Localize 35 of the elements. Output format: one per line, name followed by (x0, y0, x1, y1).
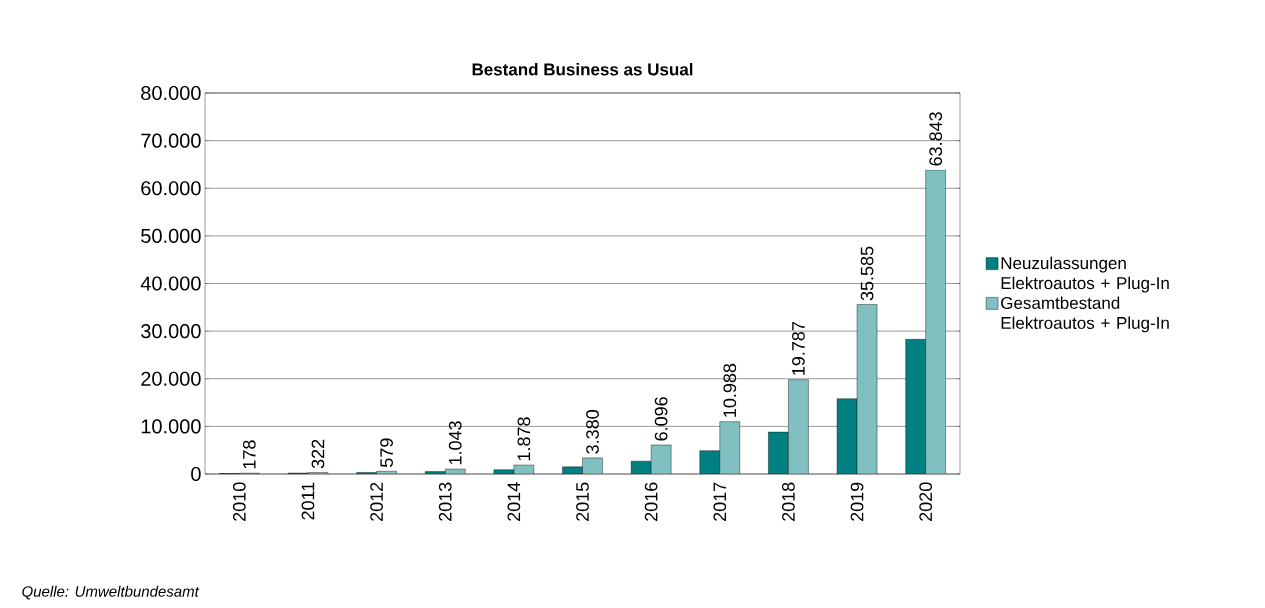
chart-title: Bestand Business as Usual (472, 62, 693, 76)
data-label: 1.043 (448, 421, 462, 465)
y-tick-label: 60.000 (141, 181, 201, 196)
x-tick-label: 2019 (850, 482, 864, 521)
y-tick-label: 40.000 (140, 276, 201, 291)
x-tick-label: 2014 (507, 482, 521, 521)
data-label: 63.843 (929, 112, 943, 166)
y-tick-label: 50.000 (141, 228, 201, 243)
source-note: Quelle: Umweltbundesamt (22, 585, 200, 600)
data-label: 579 (380, 438, 393, 467)
x-tick-label: 2010 (232, 482, 246, 521)
y-tick-label: 20.000 (141, 371, 201, 386)
y-tick-label: 80.000 (141, 85, 201, 101)
data-label: 178 (242, 440, 256, 469)
x-tick-label: 2011 (301, 482, 315, 520)
y-tick-label: 30.000 (141, 324, 201, 339)
x-tick-label: 2017 (713, 482, 727, 521)
y-tick-label: 0 (191, 466, 201, 482)
x-tick-label: 2012 (370, 482, 383, 521)
data-label: 19.787 (792, 322, 805, 375)
data-label: 3.380 (586, 410, 599, 454)
x-tick-label: 2015 (576, 482, 589, 521)
data-label: 35.585 (860, 246, 874, 301)
x-tick-label: 2018 (782, 482, 795, 521)
data-label: 10.988 (723, 363, 737, 417)
data-label: 1.878 (517, 417, 531, 461)
y-tick-label: 10.000 (141, 419, 201, 434)
y-tick-label: 70.000 (141, 133, 201, 148)
legend-label: Neuzulassungen Elektroautos + Plug-In (1001, 256, 1169, 293)
data-label: 322 (311, 439, 325, 469)
legend-label: Gesamtbestand Elektroautos + Plug-In (1001, 296, 1169, 333)
x-tick-label: 2020 (919, 482, 933, 521)
x-tick-label: 2016 (644, 482, 658, 521)
x-tick-label: 2013 (438, 482, 452, 521)
data-label: 6.096 (654, 397, 668, 441)
